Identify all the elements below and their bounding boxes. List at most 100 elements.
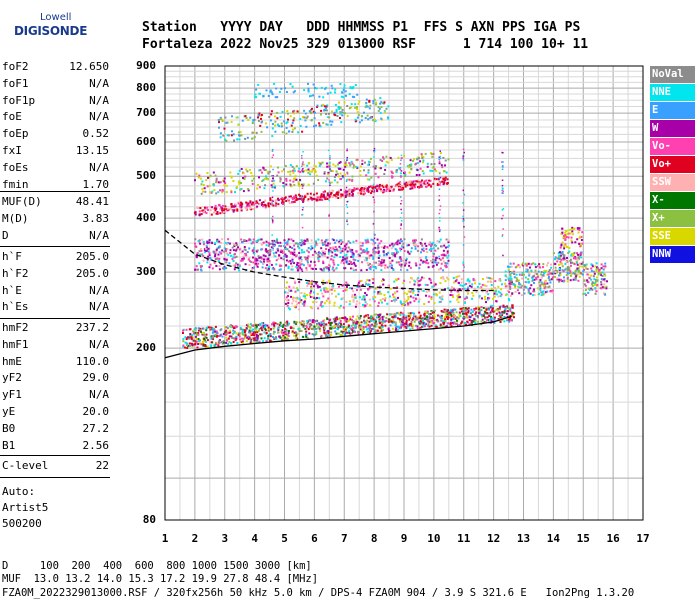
data-point	[366, 303, 369, 305]
data-point	[380, 292, 383, 295]
data-point	[227, 337, 230, 340]
data-point	[348, 107, 351, 110]
data-point	[228, 329, 231, 332]
data-point	[341, 111, 343, 114]
data-point	[545, 286, 548, 289]
data-point	[428, 248, 431, 251]
data-point	[336, 181, 339, 184]
data-point	[570, 239, 573, 242]
data-point	[241, 119, 244, 122]
data-point	[352, 240, 355, 243]
plot-border	[164, 65, 644, 521]
data-point	[316, 106, 319, 108]
data-point	[345, 190, 348, 193]
data-point	[363, 169, 365, 172]
data-point	[237, 246, 239, 249]
data-point	[282, 249, 285, 251]
data-point	[306, 238, 309, 241]
data-point	[339, 239, 342, 242]
data-point	[400, 187, 403, 190]
data-point	[289, 173, 292, 176]
param-row: MUF(D) 48.41	[2, 195, 109, 211]
data-point	[457, 293, 460, 296]
data-point	[333, 263, 336, 266]
data-point	[292, 299, 295, 302]
data-point	[604, 274, 607, 277]
data-point	[299, 171, 302, 173]
data-point	[502, 165, 504, 167]
data-point	[267, 335, 270, 337]
param-row: foE N/A	[2, 110, 109, 126]
data-point	[532, 294, 534, 297]
data-point	[285, 183, 288, 186]
data-point	[422, 325, 425, 328]
data-point	[293, 322, 296, 325]
data-point	[381, 316, 384, 318]
data-point	[329, 158, 331, 160]
data-point	[260, 248, 263, 251]
data-point	[402, 323, 405, 326]
data-point	[490, 281, 493, 284]
data-point	[287, 299, 290, 302]
data-point	[303, 301, 306, 304]
data-point	[334, 250, 337, 253]
data-point	[428, 295, 431, 298]
data-point	[349, 318, 352, 321]
data-point	[241, 337, 244, 340]
data-point	[209, 327, 212, 330]
data-point	[234, 191, 236, 194]
data-point	[219, 208, 222, 211]
data-point	[203, 251, 206, 254]
data-point	[463, 159, 465, 161]
data-point	[443, 170, 446, 173]
data-point	[432, 241, 435, 244]
data-point	[328, 199, 330, 202]
data-point	[439, 217, 441, 219]
data-point	[357, 332, 360, 335]
data-point	[302, 185, 304, 187]
data-point	[598, 269, 601, 272]
data-point	[539, 278, 542, 281]
data-point	[242, 333, 244, 336]
data-point	[252, 331, 255, 334]
data-point	[439, 323, 442, 326]
data-point	[425, 181, 427, 184]
data-point	[378, 107, 381, 110]
data-point	[325, 105, 328, 108]
data-point	[433, 311, 435, 314]
data-point	[451, 294, 454, 297]
data-point	[573, 263, 576, 266]
data-point	[196, 252, 199, 255]
data-point	[194, 238, 197, 241]
data-point	[267, 337, 270, 340]
data-point	[591, 282, 594, 284]
data-point	[349, 241, 352, 244]
param-key: yF2	[2, 371, 22, 385]
data-point	[318, 285, 321, 288]
data-point	[266, 338, 269, 341]
data-point	[582, 270, 585, 273]
data-point	[328, 195, 331, 198]
data-point	[462, 218, 465, 220]
data-point	[408, 252, 411, 255]
data-point	[594, 265, 597, 268]
data-point	[444, 264, 447, 267]
data-point	[603, 273, 606, 276]
data-point	[219, 117, 222, 120]
data-point	[564, 231, 567, 234]
data-point	[320, 268, 323, 271]
data-point	[364, 106, 367, 109]
data-point	[461, 320, 464, 323]
data-point	[387, 185, 390, 188]
data-point	[274, 204, 277, 207]
data-point	[341, 317, 344, 319]
data-point	[212, 330, 215, 333]
legend-item: SSE	[650, 228, 695, 245]
data-point	[284, 87, 287, 90]
data-point	[457, 301, 460, 304]
data-point	[440, 276, 443, 279]
data-point	[408, 182, 410, 185]
data-point	[268, 116, 271, 118]
data-point	[337, 189, 340, 192]
data-point	[400, 185, 403, 187]
